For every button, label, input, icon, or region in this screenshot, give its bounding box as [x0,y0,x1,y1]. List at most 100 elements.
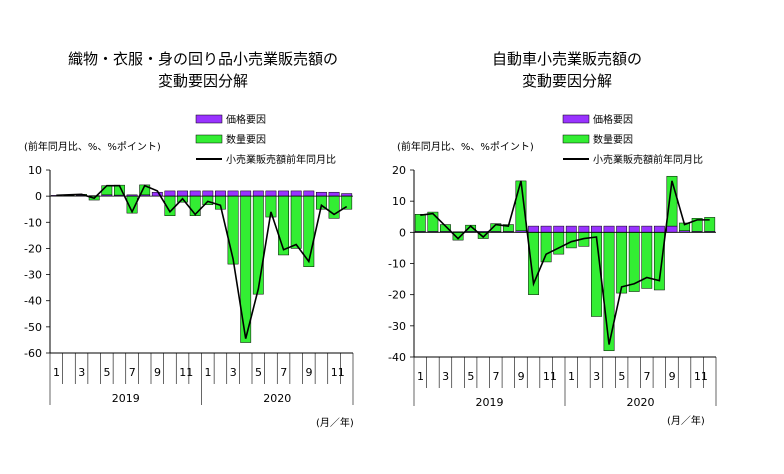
x-tick-label: 3 [78,366,85,379]
y-tick-label: 0 [399,226,406,239]
price-bar [265,190,277,197]
legend-price-swatch [195,114,223,124]
price-bar [528,225,539,233]
price-bar [653,225,665,233]
x-tick-label: 11 [331,366,345,379]
price-bar [316,191,327,197]
x-tick-label: 11 [694,370,708,383]
y-tick-label: -20 [24,242,42,255]
x-tick-label: 7 [644,370,651,383]
price-bar [628,225,640,233]
quantity-bar [540,232,552,263]
price-bar [164,190,176,197]
y-tick-label: 10 [28,164,42,177]
price-bar [603,225,615,233]
quantity-bar [290,195,302,249]
quantity-bar [202,195,214,206]
chart-2-title: 自動車小売業販売額の [492,50,642,68]
price-bar [252,190,264,197]
y-tick-label: -10 [24,216,42,229]
price-bar [666,225,678,233]
legend-quantity-swatch [562,134,590,144]
y-tick-label: -10 [388,258,406,271]
x-tick-label: 11 [543,370,557,383]
price-bar [616,225,628,233]
legend-line-label: 小売業販売額前年同月比 [226,153,336,166]
quantity-bar [691,218,703,232]
y-tick-label: 20 [392,164,406,177]
x-tick-label: 1 [417,370,424,383]
chart-1-legend: 価格要因 数量要因 小売業販売額前年同月比 [195,113,336,166]
quantity-bar [553,232,565,255]
price-bar [565,225,577,233]
quantity-bar [414,214,426,232]
x-tick-label: 5 [467,370,474,383]
quantity-bar [704,217,716,232]
year-label: 2019 [476,396,504,409]
year-label: 2020 [627,396,655,409]
quantity-bar [603,232,615,352]
x-tick-label: 9 [669,370,676,383]
x-tick-label: 11 [179,366,193,379]
sales-yoy-line [56,184,348,339]
x-tick-label: 7 [280,366,287,379]
x-tick-label: 7 [129,366,136,379]
chart-2-xlabel: (月／年) [667,414,705,427]
legend-line-label: 小売業販売額前年同月比 [593,153,703,166]
x-tick-label: 1 [53,366,60,379]
legend-price-label: 価格要因 [593,113,633,126]
x-tick-label: 1 [568,370,575,383]
x-tick-label: 9 [518,370,525,383]
price-bar [553,225,565,233]
quantity-bar [227,195,239,265]
y-tick-label: -40 [388,351,406,364]
chart-1-title: 織物・衣服・身の回り品小売業販売額の [68,50,338,68]
chart-2-ylabel: (前年同月比、%、%ポイント) [397,140,534,153]
chart-1-subtitle: 変動要因分解 [158,72,248,90]
y-tick-label: -50 [24,321,42,334]
chart-1-xlabel: (月／年) [316,416,354,429]
y-tick-label: -20 [388,289,406,302]
chart-2-subtitle: 変動要因分解 [522,72,612,90]
price-bar [240,190,252,197]
y-tick-label: 0 [35,190,42,203]
x-tick-label: 5 [618,370,625,383]
y-tick-label: -60 [24,347,42,360]
chart-1-ylabel: (前年同月比、%、%ポイント) [24,140,161,153]
year-label: 2020 [263,392,291,405]
y-tick-label: -30 [24,269,42,282]
y-tick-label: -40 [24,295,42,308]
price-bar [578,225,590,233]
x-tick-label: 9 [306,366,313,379]
quantity-bar [440,224,451,232]
x-tick-label: 3 [230,366,237,379]
x-tick-label: 3 [442,370,449,383]
price-bar [278,190,289,197]
sales-yoy-line [420,180,710,345]
x-tick-label: 1 [205,366,212,379]
quantity-bar [490,223,502,232]
quantity-bar [189,195,201,216]
price-bar [177,190,188,197]
price-bar [290,190,302,197]
year-label: 2019 [112,392,140,405]
quantity-bar [616,232,628,294]
legend-quantity-label: 数量要因 [593,133,633,146]
legend-quantity-label: 数量要因 [226,133,266,146]
price-bar [591,225,602,233]
x-tick-label: 9 [154,366,161,379]
quantity-bar [252,195,264,295]
y-tick-label: -30 [388,320,406,333]
price-bar [189,190,201,197]
quantity-bar [427,211,439,232]
price-bar [328,191,340,197]
price-bar [202,190,214,197]
x-tick-label: 5 [104,366,111,379]
legend-quantity-swatch [195,134,223,144]
legend-price-swatch [562,114,590,124]
chart-2-legend: 価格要因 数量要因 小売業販売額前年同月比 [562,113,703,166]
x-tick-label: 5 [255,366,262,379]
